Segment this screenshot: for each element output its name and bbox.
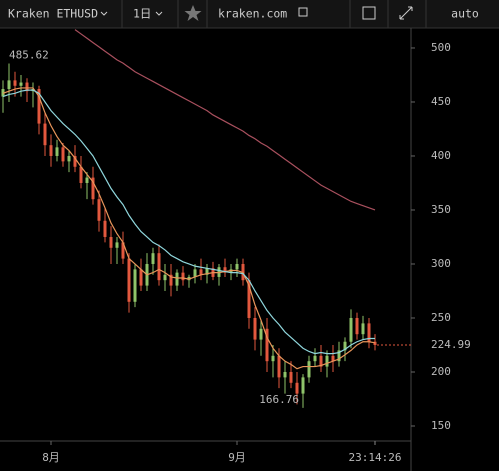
moving-average-line bbox=[2, 87, 376, 370]
candle-body bbox=[199, 269, 203, 275]
site[interactable]: kraken.com bbox=[218, 7, 287, 21]
candle-body bbox=[193, 269, 197, 277]
candle-body bbox=[67, 155, 71, 162]
candle-body bbox=[313, 355, 317, 362]
x-tick-label: 8月 bbox=[42, 451, 60, 464]
candle-body bbox=[61, 147, 65, 162]
candle-body bbox=[127, 258, 131, 302]
candle-body bbox=[325, 355, 329, 367]
candle-body bbox=[7, 80, 11, 90]
y-tick-label: 200 bbox=[431, 365, 451, 378]
low-annotation: 166.76 bbox=[259, 393, 299, 406]
candle-body bbox=[139, 269, 143, 286]
fullscreen-icon[interactable] bbox=[399, 6, 413, 20]
y-tick-label: 300 bbox=[431, 257, 451, 270]
y-tick-label: 250 bbox=[431, 311, 451, 324]
scale-mode[interactable]: auto bbox=[451, 7, 479, 21]
candle-body bbox=[259, 328, 263, 340]
candle-body bbox=[115, 242, 119, 248]
high-annotation: 485.62 bbox=[9, 49, 49, 62]
candle-body bbox=[271, 355, 275, 362]
candle-body bbox=[355, 317, 359, 335]
moving-average-line bbox=[2, 89, 375, 355]
candle-body bbox=[349, 317, 353, 342]
candle-body bbox=[205, 268, 209, 275]
star-icon[interactable] bbox=[184, 5, 202, 21]
candle-body bbox=[133, 269, 137, 302]
candle-body bbox=[295, 382, 299, 394]
candle-body bbox=[235, 263, 239, 270]
symbol[interactable]: Kraken ETHUSD bbox=[8, 7, 98, 21]
candle-body bbox=[73, 155, 77, 167]
candle-body bbox=[43, 123, 47, 146]
candle-body bbox=[25, 82, 29, 92]
candle-body bbox=[343, 341, 347, 351]
candle-body bbox=[319, 355, 323, 367]
candle-body bbox=[19, 82, 23, 86]
y-tick-label: 450 bbox=[431, 95, 451, 108]
candle-body bbox=[121, 242, 125, 259]
candle-body bbox=[163, 274, 167, 281]
candle-body bbox=[247, 280, 251, 318]
candle-body bbox=[283, 371, 287, 378]
candle-body bbox=[85, 177, 89, 183]
last-price-label: 224.99 bbox=[431, 338, 471, 351]
y-tick-label: 350 bbox=[431, 203, 451, 216]
candle-body bbox=[37, 89, 41, 124]
candle-body bbox=[289, 371, 293, 383]
candle-body bbox=[337, 350, 341, 362]
candle-body bbox=[181, 272, 185, 281]
chart-icon[interactable] bbox=[362, 6, 376, 20]
candle-body bbox=[169, 274, 173, 286]
candle-body bbox=[55, 147, 59, 156]
candle-body bbox=[175, 272, 179, 286]
toolbar-separators bbox=[0, 0, 499, 29]
candle-body bbox=[97, 199, 101, 221]
candle-body bbox=[307, 361, 311, 378]
candle-body bbox=[79, 166, 83, 183]
candle-body bbox=[331, 355, 335, 362]
candle-body bbox=[157, 253, 161, 281]
candle-body bbox=[151, 253, 155, 264]
candle-body bbox=[49, 145, 53, 156]
candle-body bbox=[13, 80, 17, 86]
candle-body bbox=[301, 377, 305, 394]
candle-body bbox=[367, 323, 371, 342]
y-tick-label: 500 bbox=[431, 41, 451, 54]
candle-body bbox=[277, 355, 281, 378]
y-tick-label: 400 bbox=[431, 149, 451, 162]
time-label: 23:14:26 bbox=[349, 451, 402, 464]
candle-body bbox=[223, 267, 227, 273]
candle-body bbox=[265, 328, 269, 362]
candle-body bbox=[91, 177, 95, 200]
toolbar bbox=[0, 0, 499, 28]
dropdown-icon bbox=[155, 11, 163, 16]
external-icon bbox=[298, 7, 308, 17]
x-tick-label: 9月 bbox=[228, 451, 246, 464]
candle-body bbox=[253, 317, 257, 340]
candle-body bbox=[103, 220, 107, 237]
candle-body bbox=[109, 236, 113, 248]
interval[interactable]: 1日 bbox=[133, 7, 151, 21]
dropdown-icon bbox=[100, 11, 108, 16]
candle-body bbox=[361, 323, 365, 335]
y-tick-label: 150 bbox=[431, 419, 451, 432]
candle-body bbox=[373, 341, 377, 345]
moving-average-line bbox=[74, 29, 376, 211]
